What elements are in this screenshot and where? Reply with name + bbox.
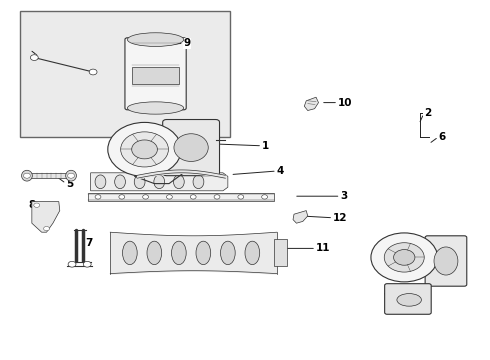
- Ellipse shape: [196, 241, 211, 265]
- Ellipse shape: [434, 247, 458, 275]
- Ellipse shape: [154, 175, 165, 189]
- Ellipse shape: [173, 175, 184, 189]
- Text: 12: 12: [333, 213, 348, 223]
- Circle shape: [190, 195, 196, 199]
- Circle shape: [24, 173, 30, 178]
- Text: 4: 4: [277, 166, 284, 176]
- Circle shape: [384, 243, 424, 272]
- Ellipse shape: [172, 241, 186, 265]
- Text: 1: 1: [262, 141, 270, 151]
- Ellipse shape: [66, 170, 76, 181]
- FancyBboxPatch shape: [425, 236, 467, 286]
- Polygon shape: [293, 211, 308, 223]
- Text: 10: 10: [338, 98, 353, 108]
- Polygon shape: [385, 293, 429, 313]
- Circle shape: [83, 261, 91, 267]
- Ellipse shape: [127, 102, 184, 114]
- Ellipse shape: [115, 175, 125, 189]
- FancyBboxPatch shape: [385, 284, 431, 314]
- Ellipse shape: [22, 170, 32, 181]
- Text: 9: 9: [184, 38, 191, 48]
- Circle shape: [34, 203, 40, 207]
- Circle shape: [68, 261, 76, 267]
- Ellipse shape: [122, 241, 137, 265]
- Bar: [132, 67, 179, 84]
- Ellipse shape: [174, 134, 208, 161]
- Text: 3: 3: [341, 191, 348, 201]
- Bar: [274, 239, 287, 266]
- Circle shape: [262, 195, 268, 199]
- Circle shape: [44, 226, 49, 231]
- Circle shape: [214, 195, 220, 199]
- Circle shape: [143, 195, 148, 199]
- Circle shape: [393, 249, 415, 265]
- Polygon shape: [304, 97, 319, 111]
- Ellipse shape: [193, 175, 204, 189]
- Text: 11: 11: [316, 243, 331, 253]
- Circle shape: [89, 69, 97, 75]
- Circle shape: [95, 195, 101, 199]
- Polygon shape: [32, 202, 60, 232]
- Circle shape: [30, 55, 38, 60]
- Text: 5: 5: [66, 179, 74, 189]
- Text: 6: 6: [439, 132, 446, 142]
- Circle shape: [108, 122, 181, 176]
- Circle shape: [68, 173, 74, 178]
- Ellipse shape: [95, 175, 106, 189]
- Circle shape: [121, 132, 169, 167]
- Circle shape: [371, 233, 438, 282]
- Bar: [88, 193, 274, 201]
- Text: 7: 7: [86, 238, 93, 248]
- Text: 2: 2: [424, 108, 431, 118]
- Ellipse shape: [397, 294, 421, 306]
- Circle shape: [238, 195, 244, 199]
- Circle shape: [167, 195, 172, 199]
- FancyBboxPatch shape: [125, 38, 186, 110]
- Ellipse shape: [127, 33, 184, 46]
- Ellipse shape: [245, 241, 260, 265]
- Ellipse shape: [220, 241, 235, 265]
- Bar: [20, 11, 230, 137]
- Bar: [27, 173, 71, 178]
- Ellipse shape: [134, 175, 145, 189]
- FancyBboxPatch shape: [163, 120, 220, 176]
- Circle shape: [132, 140, 157, 159]
- Circle shape: [119, 195, 125, 199]
- Text: 8: 8: [28, 200, 36, 210]
- Ellipse shape: [147, 241, 162, 265]
- Polygon shape: [91, 173, 228, 191]
